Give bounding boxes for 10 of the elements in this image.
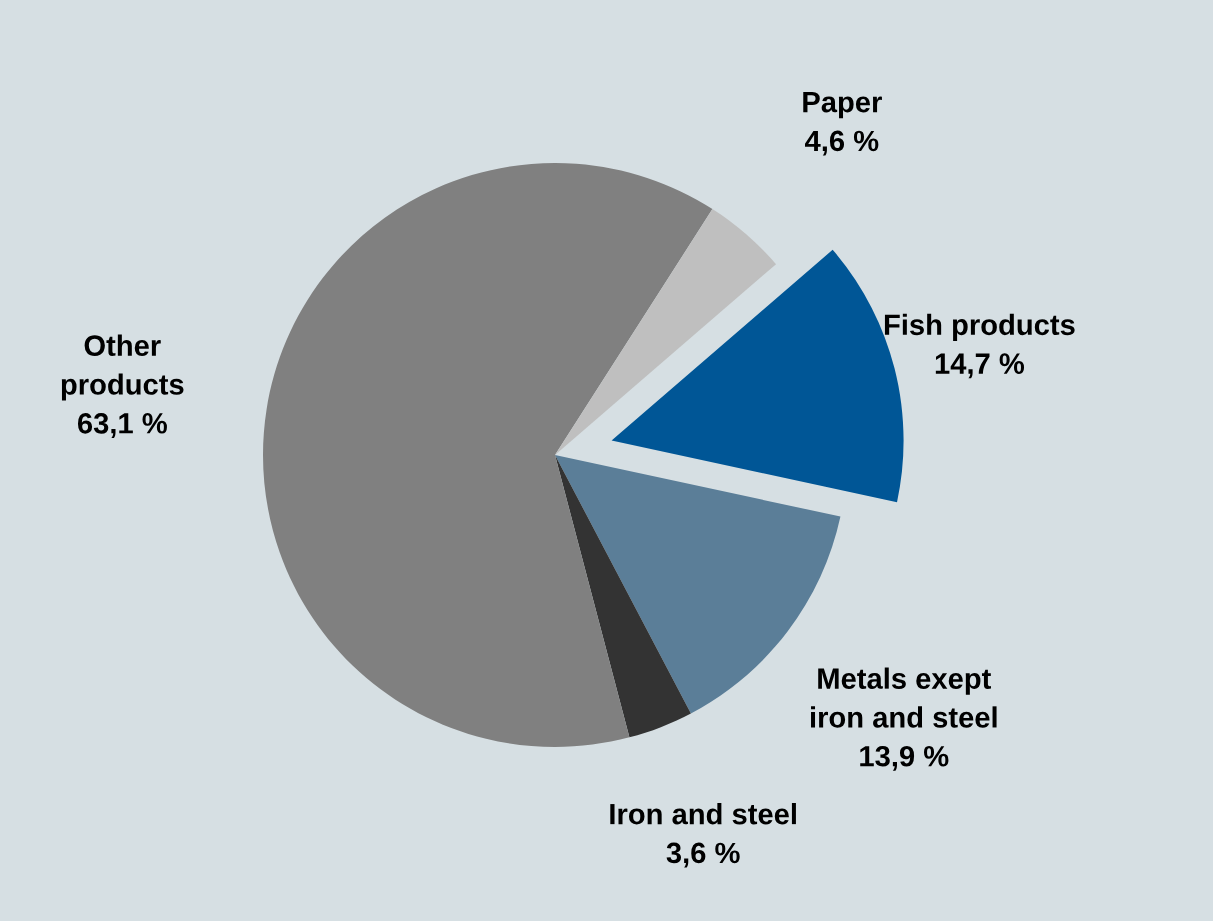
slice-label: Paper — [803, 92, 882, 119]
slice-label: Fish products — [884, 313, 1075, 341]
slice-label: Iron and steel — [610, 803, 796, 825]
data-label: 63,1 % — [77, 413, 167, 438]
data-label: 13,9 % — [860, 745, 949, 771]
data-label: 14,7 % — [935, 353, 1025, 379]
slice-label: Other products — [61, 334, 184, 401]
data-label: 4,6 % — [805, 130, 879, 156]
data-label: 3,6 % — [666, 842, 740, 868]
slice-label: Metals exept iron and steel — [811, 667, 997, 728]
